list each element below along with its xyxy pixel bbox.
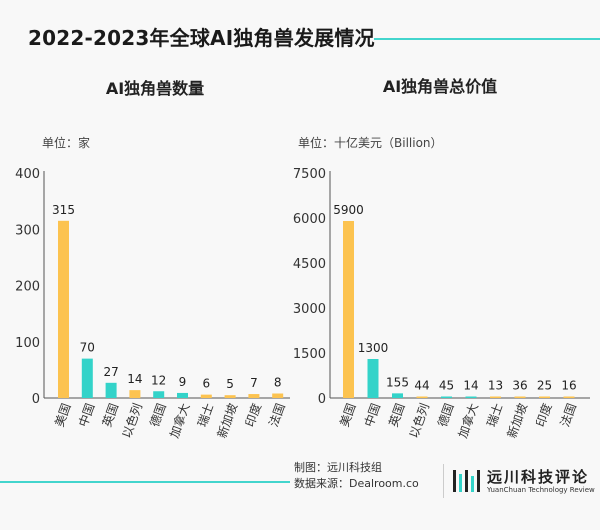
y-tick-label: 200	[15, 280, 40, 295]
data-label: 155	[386, 375, 409, 389]
data-label: 36	[512, 379, 527, 393]
data-label: 7	[250, 376, 258, 390]
bar	[58, 220, 69, 398]
x-tick-label: 德国	[146, 401, 168, 429]
y-tick-label: 7500	[293, 167, 326, 182]
x-tick-label: 加拿大	[455, 401, 481, 440]
data-label: 5900	[333, 203, 364, 217]
data-label: 44	[414, 379, 429, 393]
bar	[490, 396, 501, 398]
y-tick-label: 0	[32, 392, 40, 407]
x-tick-label: 瑞士	[484, 401, 505, 428]
footer-made-by: 制图：远川科技组	[294, 461, 382, 474]
brand-logo-icon	[453, 470, 480, 492]
data-label: 9	[179, 375, 187, 389]
data-label: 8	[274, 376, 282, 390]
y-tick-label: 6000	[293, 212, 326, 227]
x-tick-label: 法国	[558, 401, 579, 428]
chart-title: AI独角兽数量	[106, 79, 204, 98]
bar	[224, 395, 236, 398]
unit-label: 单位：十亿美元（Billion）	[298, 135, 443, 150]
brand-name: 远川科技评论	[487, 468, 590, 486]
bar	[105, 382, 117, 398]
x-tick-label: 中国	[361, 401, 383, 429]
x-tick-label: 中国	[75, 401, 97, 429]
brand-separator	[443, 464, 444, 498]
y-tick-label: 3000	[293, 302, 326, 317]
y-tick-label: 0	[318, 392, 326, 407]
data-label: 1300	[358, 341, 389, 355]
bar	[177, 392, 188, 398]
y-tick-label: 1500	[293, 347, 326, 362]
brand: 远川科技评论 YuanChuan Technology Review	[443, 462, 595, 502]
title-underline	[374, 38, 600, 40]
data-label: 12	[151, 373, 166, 387]
bar	[367, 359, 379, 398]
bar	[200, 394, 212, 398]
x-tick-label: 英国	[386, 401, 407, 428]
y-tick-label: 400	[15, 167, 40, 182]
brand-english-name: YuanChuan Technology Review	[487, 486, 595, 494]
bar	[563, 396, 575, 398]
x-tick-label: 新加坡	[504, 401, 530, 440]
bar	[153, 391, 165, 398]
x-tick-label: 加拿大	[166, 401, 192, 440]
y-tick-label: 300	[15, 223, 40, 238]
footer-line	[0, 481, 290, 483]
x-tick-label: 印度	[242, 401, 264, 429]
bar	[514, 396, 526, 398]
data-label: 6	[202, 377, 210, 391]
data-label: 70	[80, 341, 95, 355]
data-label: 5	[226, 377, 234, 391]
data-label: 27	[103, 365, 118, 379]
x-tick-label: 法国	[266, 401, 287, 428]
data-label: 45	[439, 379, 454, 393]
bar	[465, 396, 477, 398]
data-label: 14	[127, 372, 142, 386]
x-tick-label: 印度	[532, 401, 554, 429]
bar	[392, 393, 403, 398]
x-tick-label: 德国	[434, 401, 456, 429]
bar	[343, 221, 354, 398]
data-label: 25	[537, 379, 552, 393]
x-tick-label: 以色列	[407, 401, 432, 440]
y-tick-label: 100	[15, 336, 40, 351]
x-tick-label: 瑞士	[195, 401, 216, 428]
x-tick-label: 英国	[100, 401, 121, 428]
chart-title: AI独角兽总价值	[383, 77, 497, 96]
bar	[539, 396, 550, 398]
page-title: 2022-2023年全球AI独角兽发展情况	[28, 26, 375, 50]
data-label: 13	[488, 379, 503, 393]
bar	[416, 396, 428, 398]
bar	[272, 393, 284, 398]
x-tick-label: 新加坡	[214, 401, 240, 440]
data-label: 315	[52, 203, 75, 217]
bar	[248, 394, 260, 398]
footer-source: 数据来源：Dealroom.co	[294, 477, 419, 490]
bar	[129, 390, 141, 398]
unit-label: 单位：家	[42, 135, 90, 150]
bar	[441, 396, 452, 398]
x-tick-label: 美国	[52, 401, 73, 428]
bar	[81, 358, 93, 398]
data-label: 16	[561, 379, 576, 393]
data-label: 14	[463, 379, 478, 393]
x-tick-label: 以色列	[120, 401, 145, 440]
footer: 制图：远川科技组 数据来源：Dealroom.co	[294, 460, 419, 492]
x-tick-label: 美国	[337, 401, 358, 428]
y-tick-label: 4500	[293, 257, 326, 272]
